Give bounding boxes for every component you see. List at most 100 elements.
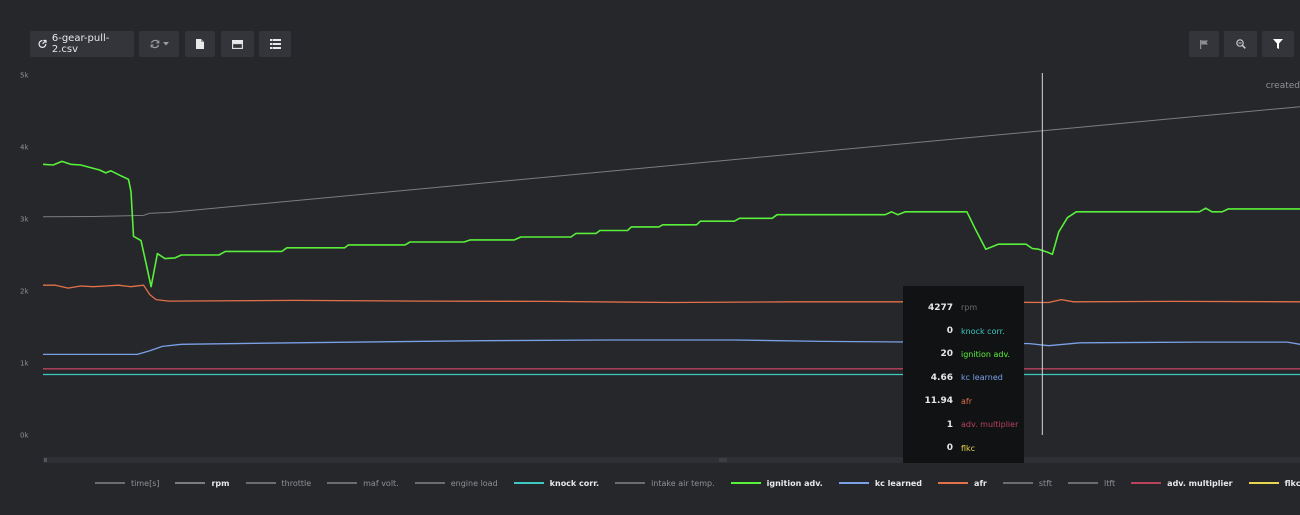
tooltip-value: 0 — [946, 443, 953, 454]
legend-swatch — [730, 482, 761, 484]
legend-label: ltft — [1104, 478, 1116, 488]
legend-item[interactable]: engine load — [414, 478, 498, 488]
series-line-rpm — [42, 106, 1300, 218]
tooltip-row: 20 ignition adv. — [903, 343, 1024, 366]
legend-swatch — [327, 482, 358, 484]
legend-swatch — [414, 482, 445, 484]
legend-swatch — [245, 482, 276, 484]
filter-icon — [1273, 39, 1283, 49]
legend-item[interactable]: maf volt. — [327, 479, 399, 488]
legend-swatch — [1002, 482, 1033, 484]
legend-item[interactable]: ltft — [1068, 479, 1115, 488]
tooltip-row: 4.66 kc learned — [903, 366, 1024, 389]
legend-item[interactable]: afr — [938, 479, 987, 488]
legend-item[interactable]: intake air temp. — [615, 479, 715, 488]
legend-swatch — [513, 482, 544, 484]
tooltip-value: 20 — [940, 349, 953, 360]
filter-button[interactable] — [1262, 31, 1294, 57]
file-icon — [196, 39, 204, 49]
legend-label: time[s] — [131, 478, 160, 488]
created-annotation: created — [1265, 81, 1300, 91]
zoom-out-icon — [1235, 39, 1246, 49]
caret-down-icon — [162, 42, 169, 46]
tooltip-row: 1 adv. multiplier — [903, 413, 1024, 436]
legend-item[interactable]: knock corr. — [513, 478, 600, 488]
y-tick-label: 0k — [20, 432, 29, 440]
scrollbar-left-handle[interactable] — [44, 458, 47, 462]
flag-button[interactable] — [1189, 31, 1219, 57]
series-line-ignition — [42, 160, 1300, 288]
legend-item[interactable]: throttle — [245, 478, 312, 488]
y-tick-label: 2k — [20, 288, 29, 296]
y-tick-label: 4k — [20, 144, 29, 152]
document-button[interactable] — [185, 31, 215, 57]
tooltip-row: 11.94 afr — [903, 390, 1024, 413]
tooltip-value: 4.66 — [930, 372, 953, 383]
line-chart[interactable]: 0k 1k 2k 3k 4k 5k — [0, 0, 1300, 475]
tooltip-row: 4277 rpm — [903, 296, 1024, 319]
legend-item[interactable]: ignition adv. — [730, 478, 823, 488]
legend-item[interactable]: kc learned — [838, 478, 923, 488]
legend-swatch — [615, 482, 646, 484]
layout-button[interactable] — [221, 31, 254, 57]
legend-item[interactable]: flkc — [1248, 478, 1300, 488]
series-line-kc — [43, 339, 1300, 356]
tooltip-series-name: knock corr. — [961, 326, 1005, 336]
legend-label: intake air temp. — [651, 478, 715, 488]
chart-legend: time[s] rpm throttle maf volt. engine load kn… — [0, 475, 1300, 491]
legend-item[interactable]: rpm — [175, 478, 230, 488]
tooltip-value: 1 — [946, 419, 953, 430]
legend-label: flkc — [1284, 478, 1300, 488]
legend-label: engine load — [450, 478, 498, 488]
legend-label: afr — [974, 478, 987, 488]
list-button[interactable] — [259, 31, 291, 57]
legend-swatch — [1248, 482, 1279, 484]
legend-item[interactable]: time[s] — [95, 479, 159, 488]
legend-swatch — [175, 482, 206, 484]
legend-swatch — [938, 482, 969, 484]
tooltip-row: 0 knock corr. — [903, 319, 1024, 342]
legend-label: throttle — [281, 478, 312, 488]
y-tick-label: 1k — [20, 360, 29, 368]
legend-swatch — [95, 482, 125, 484]
y-tick-label: 5k — [20, 72, 29, 80]
series-line-afr — [43, 284, 1300, 304]
legend-swatch — [838, 482, 869, 484]
legend-swatch — [1068, 482, 1098, 484]
tooltip-series-name: afr — [961, 396, 973, 406]
legend-label: adv. multiplier — [1167, 478, 1233, 488]
tooltip-series-name: rpm — [961, 303, 978, 313]
flag-icon — [1200, 39, 1208, 49]
tooltip-series-name: kc learned — [961, 373, 1003, 383]
tooltip-series-name: adv. multiplier — [961, 420, 1019, 430]
tooltip-value: 11.94 — [924, 396, 953, 407]
tooltip-value: 4277 — [927, 302, 953, 313]
file-open-button[interactable]: 6-gear-pull-2.csv — [30, 31, 134, 57]
tooltip-row: 0 flkc — [903, 436, 1024, 459]
zoom-out-button[interactable] — [1224, 31, 1257, 57]
tooltip-series-name: ignition adv. — [961, 349, 1011, 359]
legend-label: ignition adv. — [766, 478, 823, 488]
legend-label: stft — [1038, 478, 1052, 488]
external-link-icon — [38, 39, 47, 48]
scrollbar-grip[interactable] — [719, 458, 727, 462]
window-icon — [232, 39, 243, 49]
legend-item[interactable]: stft — [1002, 478, 1052, 488]
legend-label: knock corr. — [549, 478, 600, 488]
legend-item[interactable]: adv. multiplier — [1131, 478, 1233, 488]
tooltip-series-name: flkc — [961, 443, 976, 453]
legend-label: rpm — [211, 478, 230, 488]
list-icon — [269, 39, 281, 49]
legend-label: kc learned — [874, 478, 923, 488]
refresh-dropdown-button[interactable] — [139, 31, 179, 57]
file-name-label: 6-gear-pull-2.csv — [51, 33, 110, 55]
tooltip-value: 0 — [946, 326, 953, 337]
legend-label: maf volt. — [363, 478, 399, 488]
y-tick-label: 3k — [20, 216, 29, 224]
refresh-icon — [150, 39, 159, 49]
legend-swatch — [1131, 482, 1162, 484]
horizontal-scrollbar[interactable] — [43, 457, 1300, 463]
series-layer — [42, 106, 1300, 376]
cursor-tooltip: 4277 rpm 0 knock corr. 20 ignition adv. 4.66 kc… — [903, 286, 1024, 463]
y-axis-ticks: 0k 1k 2k 3k 4k 5k — [20, 72, 29, 440]
